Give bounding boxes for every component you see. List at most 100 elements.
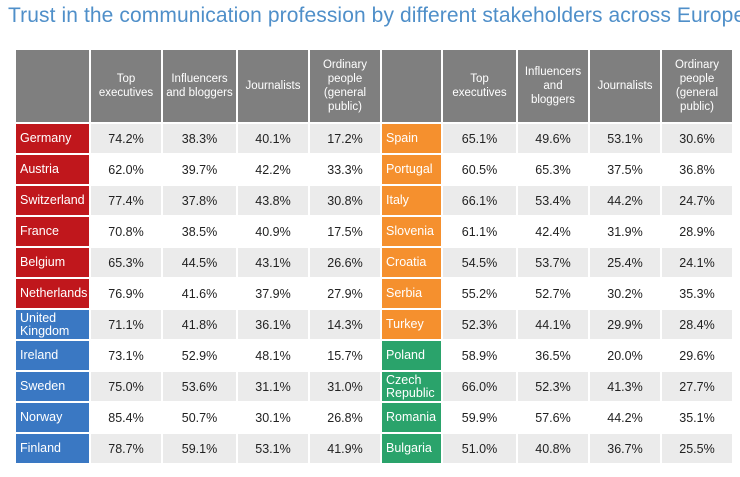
country-label-left: Finland bbox=[16, 434, 89, 463]
value-cell: 65.3% bbox=[91, 248, 161, 277]
value-cell: 53.1% bbox=[590, 124, 660, 153]
value-cell: 29.6% bbox=[662, 341, 732, 370]
header-blank-left bbox=[16, 50, 89, 122]
table-row: Norway 85.4% 50.7% 30.1% 26.8% Romania 59.9% 57… bbox=[16, 403, 732, 432]
header-journalists: Journalists bbox=[590, 50, 660, 122]
country-label-left: Switzerland bbox=[16, 186, 89, 215]
value-cell: 53.6% bbox=[163, 372, 236, 401]
value-cell: 36.5% bbox=[518, 341, 588, 370]
country-label-left: Belgium bbox=[16, 248, 89, 277]
header-ordinary-people: Ordinary people (general public) bbox=[310, 50, 380, 122]
value-cell: 53.1% bbox=[238, 434, 308, 463]
table-row: Ireland 73.1% 52.9% 48.1% 15.7% Poland 58.9% 36… bbox=[16, 341, 732, 370]
table-row: Finland 78.7% 59.1% 53.1% 41.9% Bulgaria 51.0%… bbox=[16, 434, 732, 463]
value-cell: 17.5% bbox=[310, 217, 380, 246]
value-cell: 52.9% bbox=[163, 341, 236, 370]
table-row: Austria 62.0% 39.7% 42.2% 33.3% Portugal 60.5%… bbox=[16, 155, 732, 184]
value-cell: 37.5% bbox=[590, 155, 660, 184]
value-cell: 78.7% bbox=[91, 434, 161, 463]
value-cell: 85.4% bbox=[91, 403, 161, 432]
value-cell: 31.0% bbox=[310, 372, 380, 401]
value-cell: 65.3% bbox=[518, 155, 588, 184]
value-cell: 30.2% bbox=[590, 279, 660, 308]
value-cell: 41.6% bbox=[163, 279, 236, 308]
value-cell: 41.3% bbox=[590, 372, 660, 401]
value-cell: 44.1% bbox=[518, 310, 588, 339]
value-cell: 44.5% bbox=[163, 248, 236, 277]
table-row: Belgium 65.3% 44.5% 43.1% 26.6% Croatia 54.5% 5… bbox=[16, 248, 732, 277]
country-label-right: Portugal bbox=[382, 155, 441, 184]
value-cell: 31.1% bbox=[238, 372, 308, 401]
value-cell: 25.5% bbox=[662, 434, 732, 463]
value-cell: 26.8% bbox=[310, 403, 380, 432]
value-cell: 66.0% bbox=[443, 372, 516, 401]
value-cell: 42.4% bbox=[518, 217, 588, 246]
value-cell: 40.8% bbox=[518, 434, 588, 463]
table-row: Switzerland 77.4% 37.8% 43.8% 30.8% Italy 66.1… bbox=[16, 186, 732, 215]
country-label-right: Bulgaria bbox=[382, 434, 441, 463]
country-label-right: Spain bbox=[382, 124, 441, 153]
value-cell: 28.4% bbox=[662, 310, 732, 339]
table-row: United Kingdom 71.1% 41.8% 36.1% 14.3% Turkey… bbox=[16, 310, 732, 339]
value-cell: 31.9% bbox=[590, 217, 660, 246]
value-cell: 14.3% bbox=[310, 310, 380, 339]
value-cell: 36.8% bbox=[662, 155, 732, 184]
value-cell: 55.2% bbox=[443, 279, 516, 308]
country-label-left: United Kingdom bbox=[16, 310, 89, 339]
value-cell: 35.3% bbox=[662, 279, 732, 308]
country-label-left: Germany bbox=[16, 124, 89, 153]
value-cell: 42.2% bbox=[238, 155, 308, 184]
value-cell: 61.1% bbox=[443, 217, 516, 246]
value-cell: 73.1% bbox=[91, 341, 161, 370]
value-cell: 65.1% bbox=[443, 124, 516, 153]
value-cell: 36.1% bbox=[238, 310, 308, 339]
header-top-executives: Top executives bbox=[443, 50, 516, 122]
country-label-left: Ireland bbox=[16, 341, 89, 370]
value-cell: 27.7% bbox=[662, 372, 732, 401]
header-top-executives: Top executives bbox=[91, 50, 161, 122]
table-row: Sweden 75.0% 53.6% 31.1% 31.0% Czech Republic… bbox=[16, 372, 732, 401]
value-cell: 59.1% bbox=[163, 434, 236, 463]
value-cell: 43.1% bbox=[238, 248, 308, 277]
country-label-right: Czech Republic bbox=[382, 372, 441, 401]
value-cell: 74.2% bbox=[91, 124, 161, 153]
value-cell: 77.4% bbox=[91, 186, 161, 215]
value-cell: 41.8% bbox=[163, 310, 236, 339]
value-cell: 25.4% bbox=[590, 248, 660, 277]
value-cell: 24.1% bbox=[662, 248, 732, 277]
value-cell: 27.9% bbox=[310, 279, 380, 308]
country-label-left: Austria bbox=[16, 155, 89, 184]
header-influencers: Influencers and bloggers bbox=[163, 50, 236, 122]
value-cell: 30.8% bbox=[310, 186, 380, 215]
country-label-right: Slovenia bbox=[382, 217, 441, 246]
value-cell: 75.0% bbox=[91, 372, 161, 401]
value-cell: 40.1% bbox=[238, 124, 308, 153]
value-cell: 20.0% bbox=[590, 341, 660, 370]
value-cell: 48.1% bbox=[238, 341, 308, 370]
value-cell: 24.7% bbox=[662, 186, 732, 215]
value-cell: 30.6% bbox=[662, 124, 732, 153]
value-cell: 44.2% bbox=[590, 403, 660, 432]
value-cell: 66.1% bbox=[443, 186, 516, 215]
country-label-left: France bbox=[16, 217, 89, 246]
chart-title: Trust in the communication profession by… bbox=[8, 4, 740, 27]
value-cell: 60.5% bbox=[443, 155, 516, 184]
header-blank-right bbox=[382, 50, 441, 122]
value-cell: 53.7% bbox=[518, 248, 588, 277]
value-cell: 41.9% bbox=[310, 434, 380, 463]
header-row: Top executives Influencers and bloggers … bbox=[16, 50, 732, 122]
value-cell: 29.9% bbox=[590, 310, 660, 339]
value-cell: 50.7% bbox=[163, 403, 236, 432]
value-cell: 43.8% bbox=[238, 186, 308, 215]
country-label-right: Poland bbox=[382, 341, 441, 370]
country-label-right: Turkey bbox=[382, 310, 441, 339]
value-cell: 37.8% bbox=[163, 186, 236, 215]
header-journalists: Journalists bbox=[238, 50, 308, 122]
country-label-left: Norway bbox=[16, 403, 89, 432]
value-cell: 70.8% bbox=[91, 217, 161, 246]
header-ordinary-people: Ordinary people (general public) bbox=[662, 50, 732, 122]
value-cell: 35.1% bbox=[662, 403, 732, 432]
country-label-right: Croatia bbox=[382, 248, 441, 277]
country-label-right: Italy bbox=[382, 186, 441, 215]
value-cell: 33.3% bbox=[310, 155, 380, 184]
